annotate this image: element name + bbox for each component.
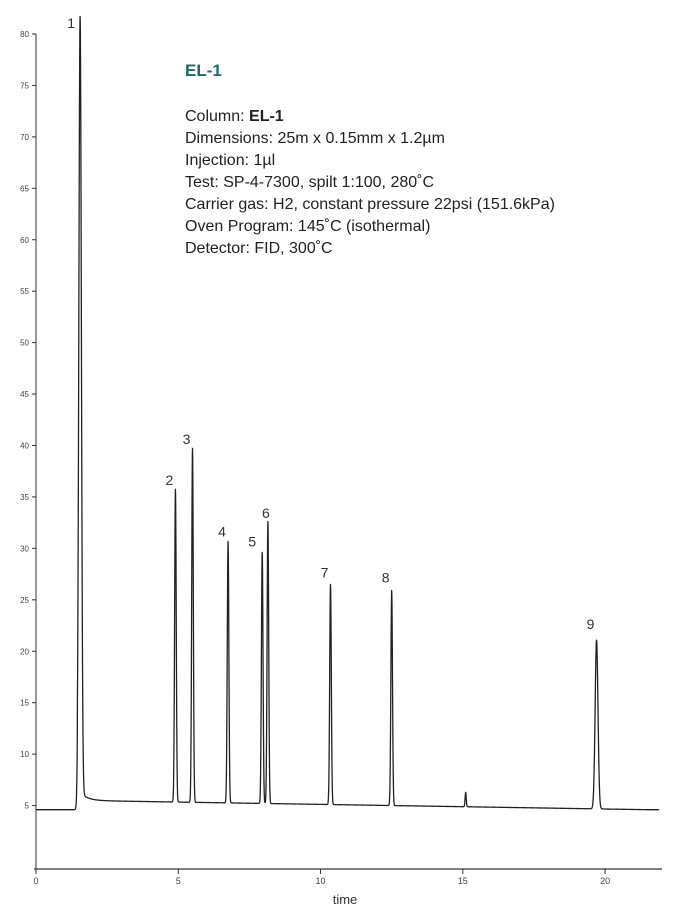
x-tick-label: 20: [600, 876, 610, 886]
y-tick-label: 50: [20, 339, 29, 348]
peak-label: 9: [587, 616, 595, 632]
y-tick-label: 10: [20, 750, 29, 759]
y-tick-label: 60: [20, 236, 29, 245]
peak-label: 8: [382, 570, 390, 586]
method-info-line: Carrier gas: H2, constant pressure 22psi…: [185, 196, 555, 213]
peak-label: 5: [248, 534, 256, 550]
peak-label: 4: [218, 523, 226, 539]
y-tick-label: 15: [20, 699, 29, 708]
peak-label: 7: [321, 565, 329, 581]
method-info-line: Oven Program: 145˚C (isothermal): [185, 218, 431, 235]
x-tick-label: 5: [176, 876, 181, 886]
method-info-label: Column:: [185, 108, 250, 125]
y-tick-label: 70: [20, 133, 29, 142]
y-tick-label: 80: [20, 30, 29, 39]
peak-labels: 1 2 3 4 56 7 8 9: [67, 15, 594, 632]
y-tick-label: 25: [20, 596, 29, 605]
method-info-value: EL-1: [249, 108, 284, 125]
peak-label: 6: [262, 505, 270, 521]
chart-title: EL-1: [185, 61, 222, 80]
peak-label: 1: [67, 15, 75, 31]
x-tick-label: 10: [316, 876, 326, 886]
method-info-line: Column: EL-1: [185, 106, 555, 128]
chart-axes: [34, 34, 662, 870]
method-info-line: Detector: FID, 300˚C: [185, 240, 333, 257]
method-info-panel: EL-1 Column: EL-1 Dimensions: 25m x 0.15m…: [185, 60, 555, 260]
x-tick-label: 15: [458, 876, 468, 886]
chromatogram-trace: [35, 15, 660, 811]
y-tick-label: 5: [25, 802, 30, 811]
y-tick-label: 20: [20, 647, 29, 656]
y-tick-label: 45: [20, 390, 29, 399]
y-tick-label: 35: [20, 493, 29, 502]
y-tick-label: 40: [20, 442, 29, 451]
y-tick-label: 65: [20, 184, 29, 193]
y-tick-label: 75: [20, 81, 29, 90]
peak-label: 2: [166, 472, 174, 488]
method-info-list: Column: EL-1 Dimensions: 25m x 0.15mm x 1…: [185, 106, 555, 260]
method-info-line: Dimensions: 25m x 0.15mm x 1.2µm: [185, 130, 445, 147]
y-tick-label: 55: [20, 287, 29, 296]
y-tick-label: 30: [20, 544, 29, 553]
method-info-line: Test: SP-4-7300, spilt 1:100, 280˚C: [185, 174, 435, 191]
peak-label: 3: [183, 431, 191, 447]
x-tick-label: 0: [33, 876, 38, 886]
chromatogram-trace-group: [35, 15, 660, 811]
x-axis-label: time: [333, 892, 358, 907]
method-info-line: Injection: 1µl: [185, 152, 276, 169]
